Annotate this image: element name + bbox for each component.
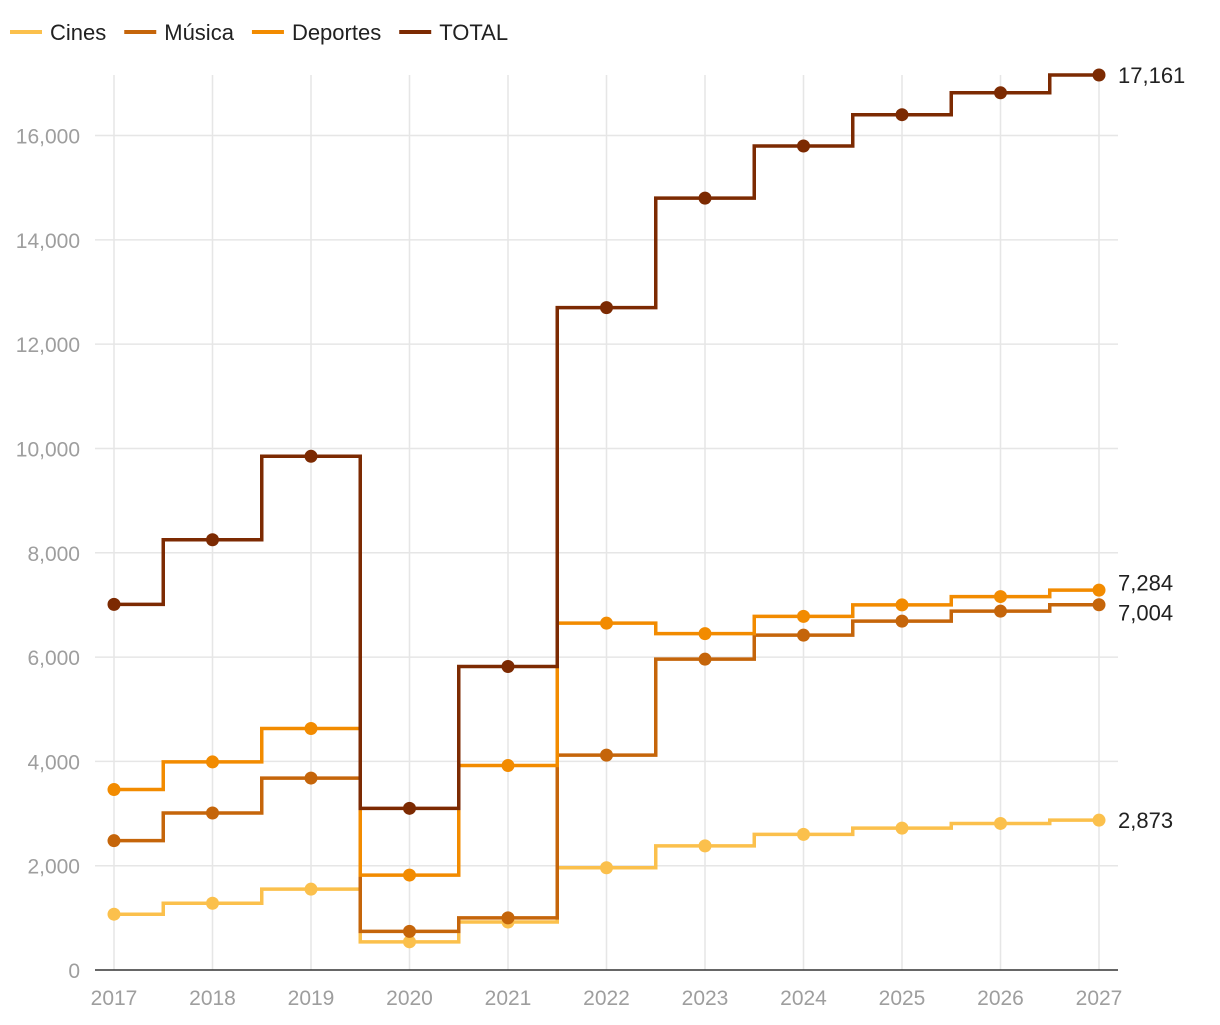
y-tick-label: 8,000 xyxy=(27,543,80,566)
data-point xyxy=(501,659,515,673)
y-tick-label: 2,000 xyxy=(27,856,80,879)
data-point xyxy=(698,627,712,641)
data-point xyxy=(600,748,613,762)
x-tick-label: 2019 xyxy=(288,987,335,1010)
data-point xyxy=(206,896,219,910)
legend-label: Deportes xyxy=(292,20,381,45)
legend-label: Cines xyxy=(50,20,106,45)
data-point xyxy=(304,449,318,463)
x-tick-label: 2020 xyxy=(386,987,433,1010)
data-point xyxy=(797,827,810,841)
y-tick-label: 12,000 xyxy=(16,334,80,357)
legend-item-total[interactable]: TOTAL xyxy=(399,20,508,45)
legend-item-música[interactable]: Música xyxy=(124,20,235,45)
data-point xyxy=(107,597,121,611)
x-tick-label: 2023 xyxy=(682,987,729,1010)
data-point xyxy=(1092,813,1106,827)
series-end-label: 7,004 xyxy=(1118,600,1173,625)
end-labels: 17,161 7,284 7,004 2,873 xyxy=(1118,63,1185,833)
data-point xyxy=(698,652,712,666)
data-point xyxy=(994,816,1007,830)
data-point xyxy=(206,755,219,769)
data-point xyxy=(895,108,909,122)
data-point xyxy=(206,806,219,820)
x-tick-label: 2027 xyxy=(1076,987,1123,1010)
y-tick-label: 6,000 xyxy=(27,647,80,670)
x-tick-label: 2025 xyxy=(879,987,926,1010)
data-point xyxy=(994,604,1007,618)
data-point xyxy=(403,924,416,938)
data-point xyxy=(403,868,416,882)
data-point xyxy=(600,616,613,630)
data-point xyxy=(1092,68,1106,82)
legend-label: TOTAL xyxy=(439,20,508,45)
data-point xyxy=(304,882,318,896)
grid xyxy=(95,75,1118,970)
data-point xyxy=(206,533,219,547)
x-tick-label: 2024 xyxy=(780,987,827,1010)
series-end-label: 7,284 xyxy=(1118,570,1173,595)
data-point xyxy=(1092,598,1106,612)
data-point xyxy=(797,628,810,642)
data-point xyxy=(304,722,318,736)
data-point xyxy=(107,834,121,848)
data-point xyxy=(994,86,1007,100)
data-point xyxy=(698,839,712,853)
data-point xyxy=(107,783,121,797)
axes: 0 2,000 4,000 6,000 8,000 10,000 12,000 14,000 1… xyxy=(16,126,1123,1010)
legend-item-cines[interactable]: Cines xyxy=(10,20,106,45)
legend-item-deportes[interactable]: Deportes xyxy=(251,20,381,45)
y-tick-label: 4,000 xyxy=(27,751,80,774)
x-tick-label: 2017 xyxy=(91,987,138,1010)
series-end-label: 2,873 xyxy=(1118,808,1173,833)
data-point xyxy=(501,759,515,773)
y-tick-label: 14,000 xyxy=(16,230,80,253)
legend-label: Música xyxy=(164,20,234,45)
data-points xyxy=(107,68,1106,949)
x-tick-label: 2021 xyxy=(485,987,532,1010)
data-point xyxy=(895,614,909,628)
x-tick-label: 2018 xyxy=(189,987,236,1010)
x-tick-label: 2026 xyxy=(977,987,1024,1010)
x-tick-label: 2022 xyxy=(583,987,630,1010)
series-end-label: 17,161 xyxy=(1118,63,1185,88)
data-point xyxy=(698,191,712,205)
data-point xyxy=(895,821,909,835)
data-point xyxy=(895,598,909,612)
data-point xyxy=(600,861,613,875)
data-point xyxy=(600,301,613,315)
data-point xyxy=(403,935,416,949)
y-tick-label: 16,000 xyxy=(16,126,80,149)
data-point xyxy=(797,139,810,153)
data-point xyxy=(107,907,121,921)
y-tick-label: 0 xyxy=(68,960,80,983)
data-point xyxy=(403,801,416,815)
data-point xyxy=(994,590,1007,604)
y-tick-label: 10,000 xyxy=(16,438,80,461)
data-point xyxy=(1092,583,1106,597)
data-point xyxy=(501,911,515,925)
data-point xyxy=(797,609,810,623)
data-point xyxy=(304,771,318,785)
legend: Cines Música Deportes TOTAL xyxy=(10,20,508,45)
